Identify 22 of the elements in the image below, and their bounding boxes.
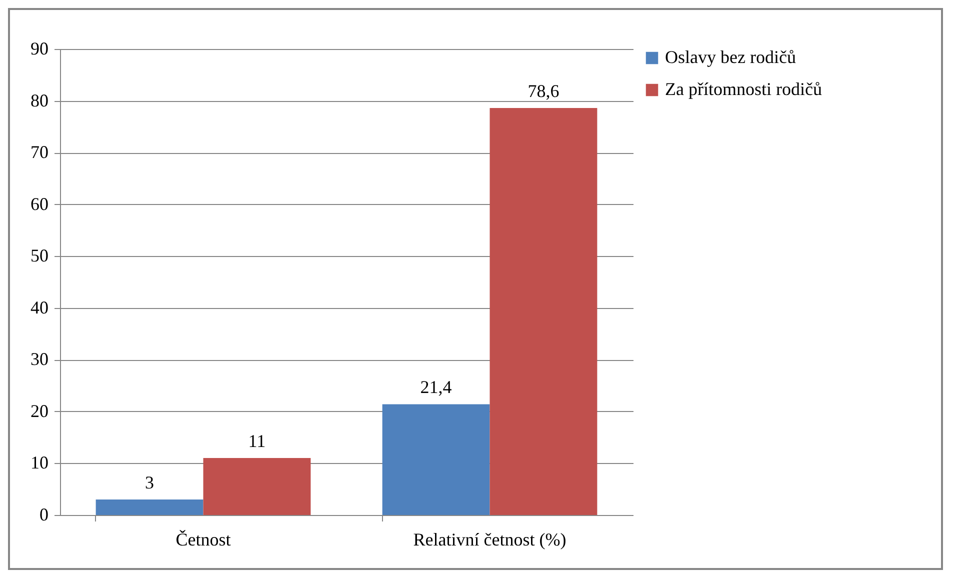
bar	[382, 404, 490, 515]
data-label: 78,6	[528, 81, 560, 102]
bar	[203, 458, 311, 515]
x-tick-label: Četnost	[176, 530, 231, 550]
bar	[96, 499, 204, 515]
y-tick-label: 80	[30, 90, 48, 110]
y-tick-label: 0	[40, 504, 48, 524]
y-tick-label: 60	[30, 194, 48, 214]
y-tick-label: 90	[30, 38, 48, 58]
data-label: 21,4	[420, 377, 452, 398]
y-tick-label: 30	[30, 349, 48, 370]
bar	[490, 108, 598, 515]
data-label: 3	[145, 472, 154, 492]
y-tick-label: 70	[30, 142, 48, 162]
x-tick-label: Relativní četnost (%)	[413, 530, 566, 550]
y-tick-label: 20	[30, 400, 48, 421]
y-tick-label: 10	[30, 452, 48, 473]
legend-label: Za přítomnosti rodičů	[665, 79, 822, 99]
legend-label: Oslavy bez rodičů	[665, 47, 796, 67]
y-tick-label: 40	[30, 297, 48, 318]
y-tick-label: 50	[30, 246, 48, 266]
data-label: 11	[248, 431, 266, 452]
